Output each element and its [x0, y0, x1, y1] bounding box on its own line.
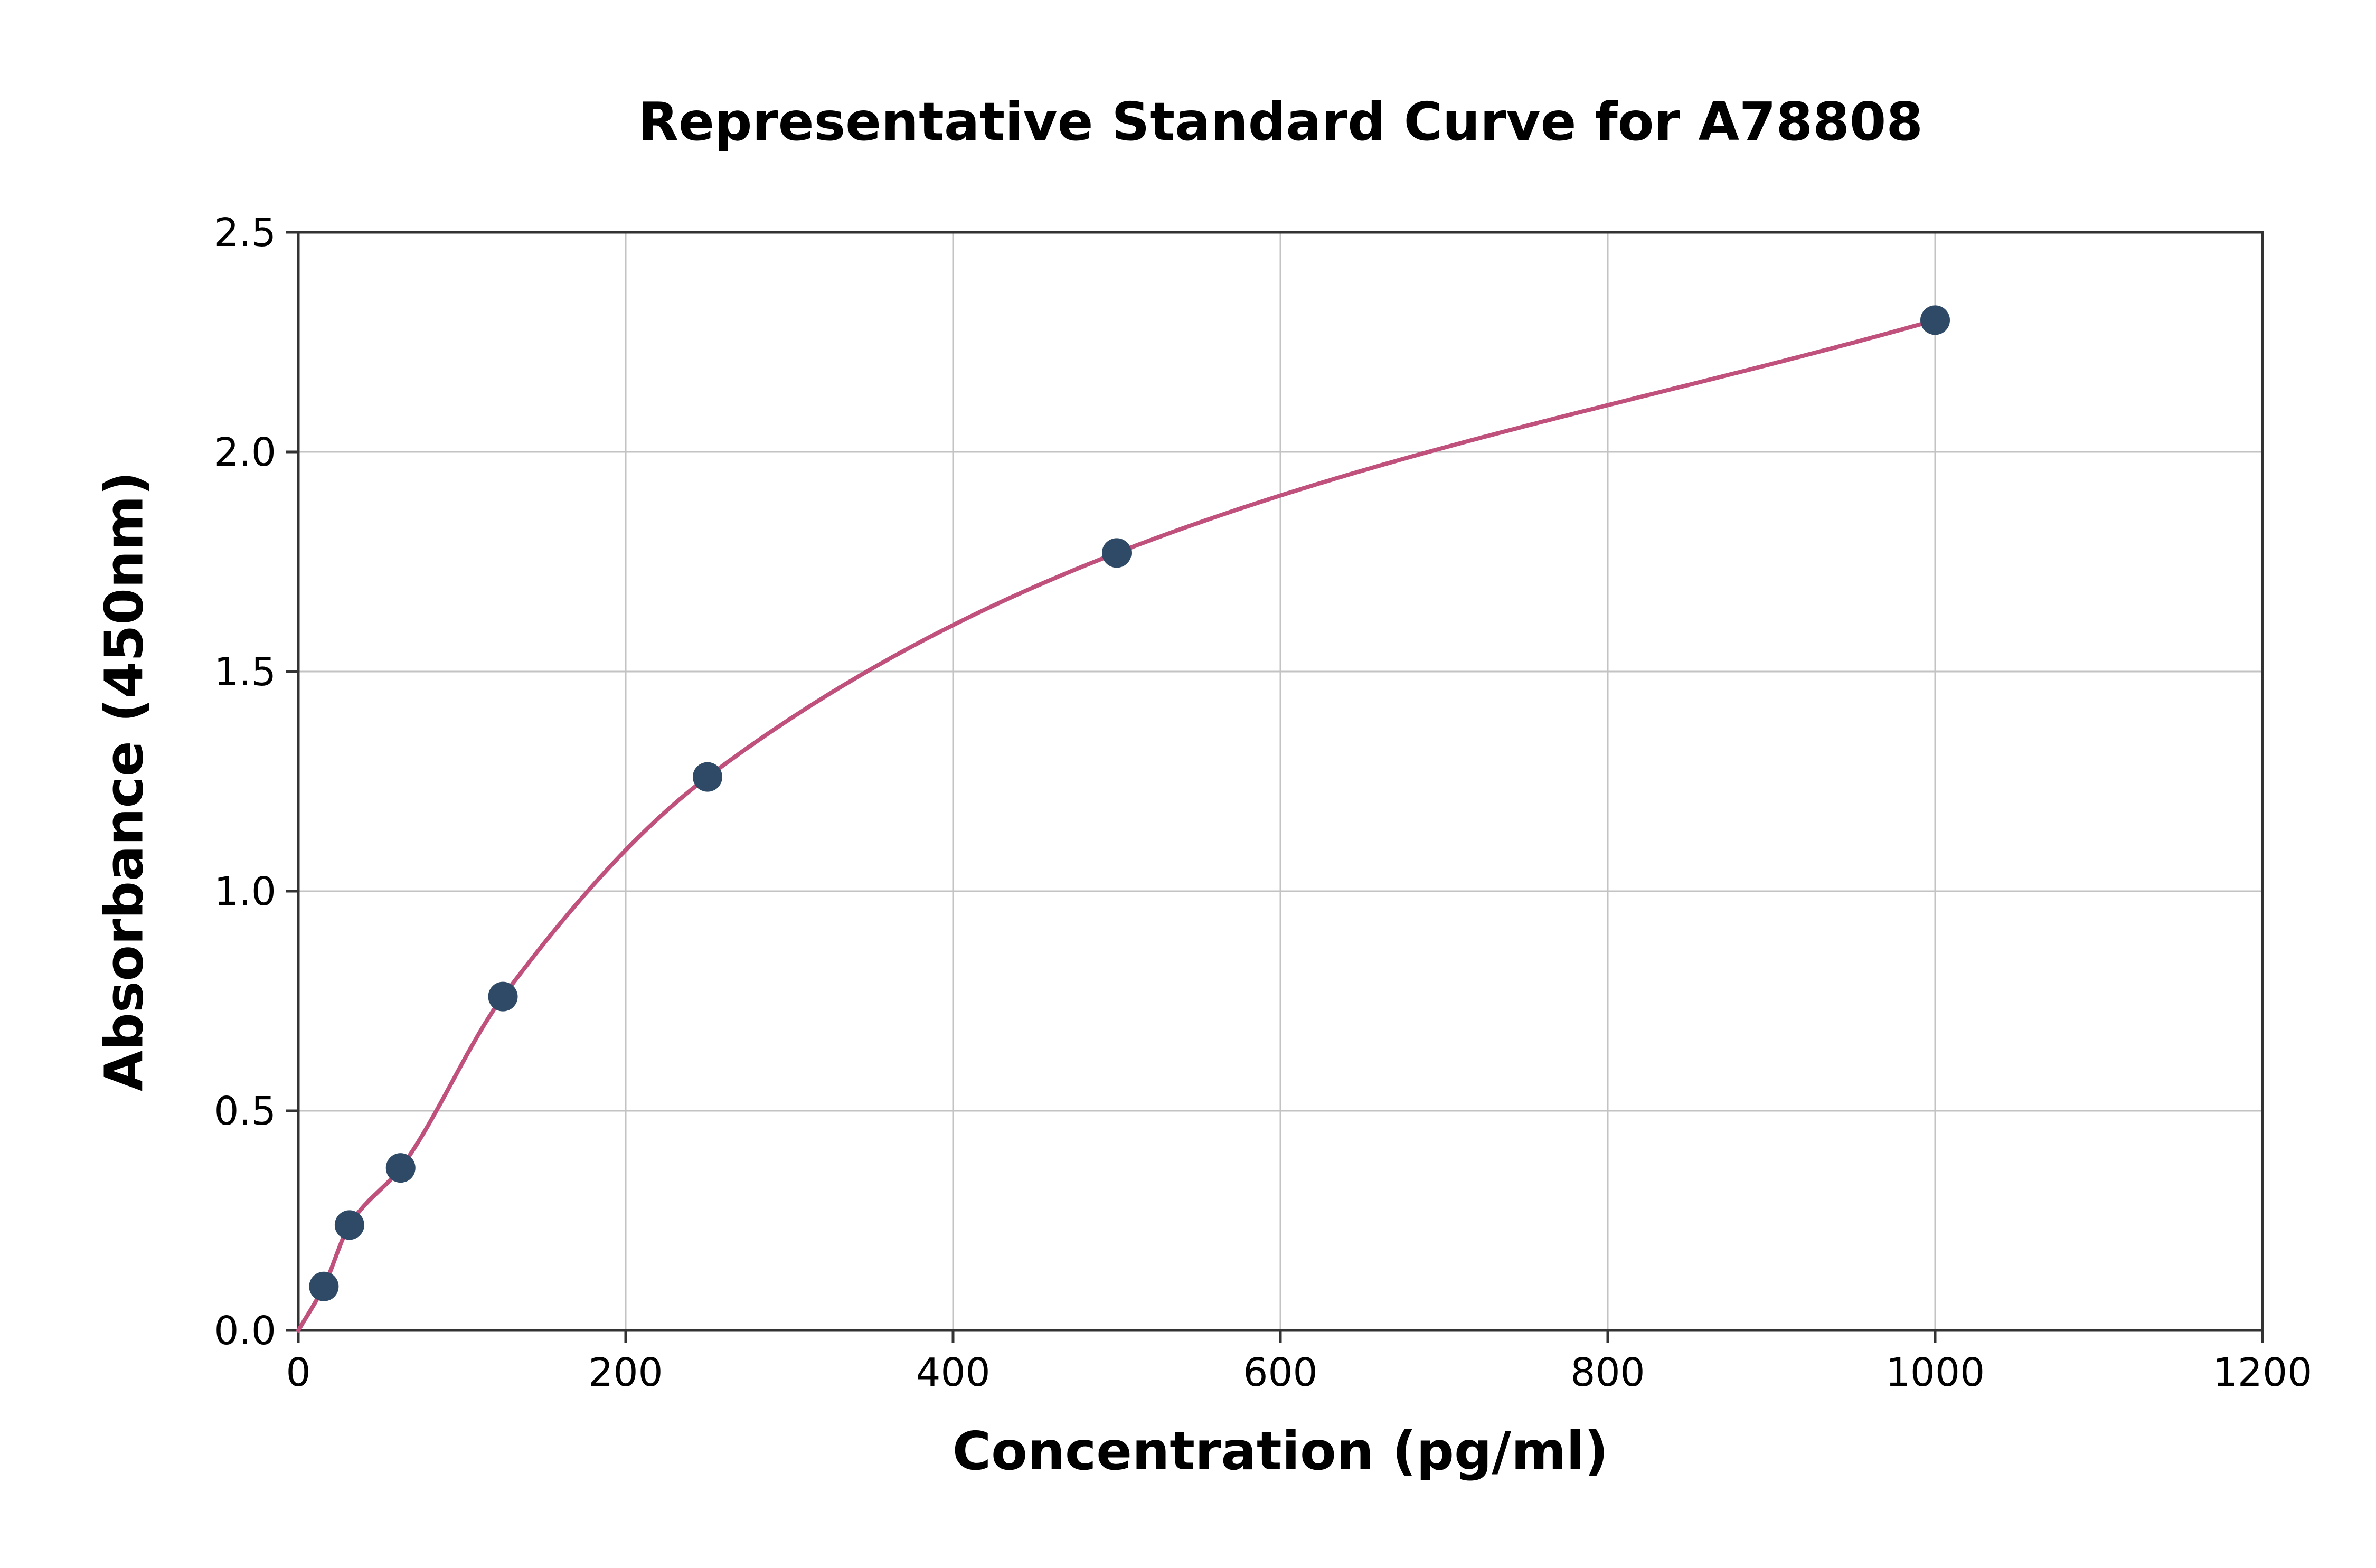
- x-tick-label: 1200: [2213, 1350, 2312, 1395]
- y-axis-label: Absorbance (450nm): [93, 471, 155, 1092]
- data-point: [488, 981, 518, 1012]
- y-tick-label: 1.5: [214, 649, 276, 695]
- x-tick-label: 600: [1243, 1350, 1317, 1395]
- x-tick-label: 400: [916, 1350, 990, 1395]
- chart-title: Representative Standard Curve for A78808: [638, 91, 1923, 153]
- x-tick-label: 0: [286, 1350, 310, 1395]
- y-tick-label: 0.0: [214, 1308, 276, 1354]
- y-tick-label: 0.5: [214, 1089, 276, 1134]
- fit-curve: [296, 318, 1937, 1333]
- y-tick-label: 1.0: [214, 869, 276, 914]
- data-point: [1102, 538, 1132, 568]
- x-tick-label: 200: [588, 1350, 663, 1395]
- x-axis-label: Concentration (pg/ml): [952, 1420, 1609, 1482]
- data-point: [385, 1153, 416, 1183]
- data-point: [1920, 305, 1950, 335]
- y-tick-label: 2.0: [214, 430, 276, 475]
- data-point: [334, 1210, 364, 1240]
- data-point: [309, 1271, 339, 1301]
- x-tick-label: 800: [1570, 1350, 1645, 1395]
- data-point: [693, 762, 722, 792]
- x-tick-label: 1000: [1885, 1350, 1985, 1395]
- y-tick-label: 2.5: [214, 210, 276, 256]
